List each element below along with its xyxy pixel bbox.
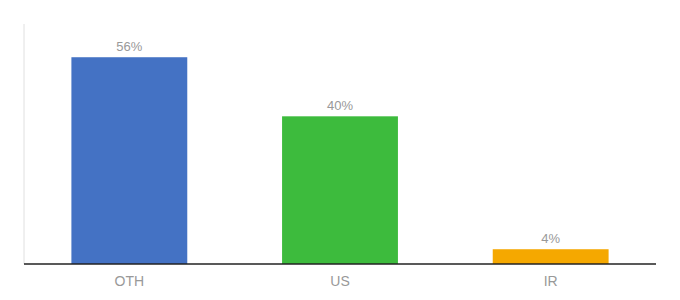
x-tick-label: OTH — [115, 273, 145, 289]
bar — [282, 116, 398, 264]
bars — [71, 57, 608, 264]
x-tick-label: IR — [544, 273, 558, 289]
chart-container: 56% 40% 4% OTH US IR — [0, 0, 680, 300]
data-labels: 56% 40% 4% — [116, 39, 560, 246]
data-label: 4% — [541, 231, 560, 246]
x-tick-label: US — [330, 273, 349, 289]
data-label: 56% — [116, 39, 142, 54]
chart-svg: 56% 40% 4% OTH US IR — [0, 0, 680, 300]
x-tick-labels: OTH US IR — [115, 273, 558, 289]
data-label: 40% — [327, 98, 353, 113]
x-axis-line — [24, 263, 656, 265]
bar — [493, 249, 609, 264]
bar — [71, 57, 187, 264]
y-axis-line — [24, 24, 25, 264]
